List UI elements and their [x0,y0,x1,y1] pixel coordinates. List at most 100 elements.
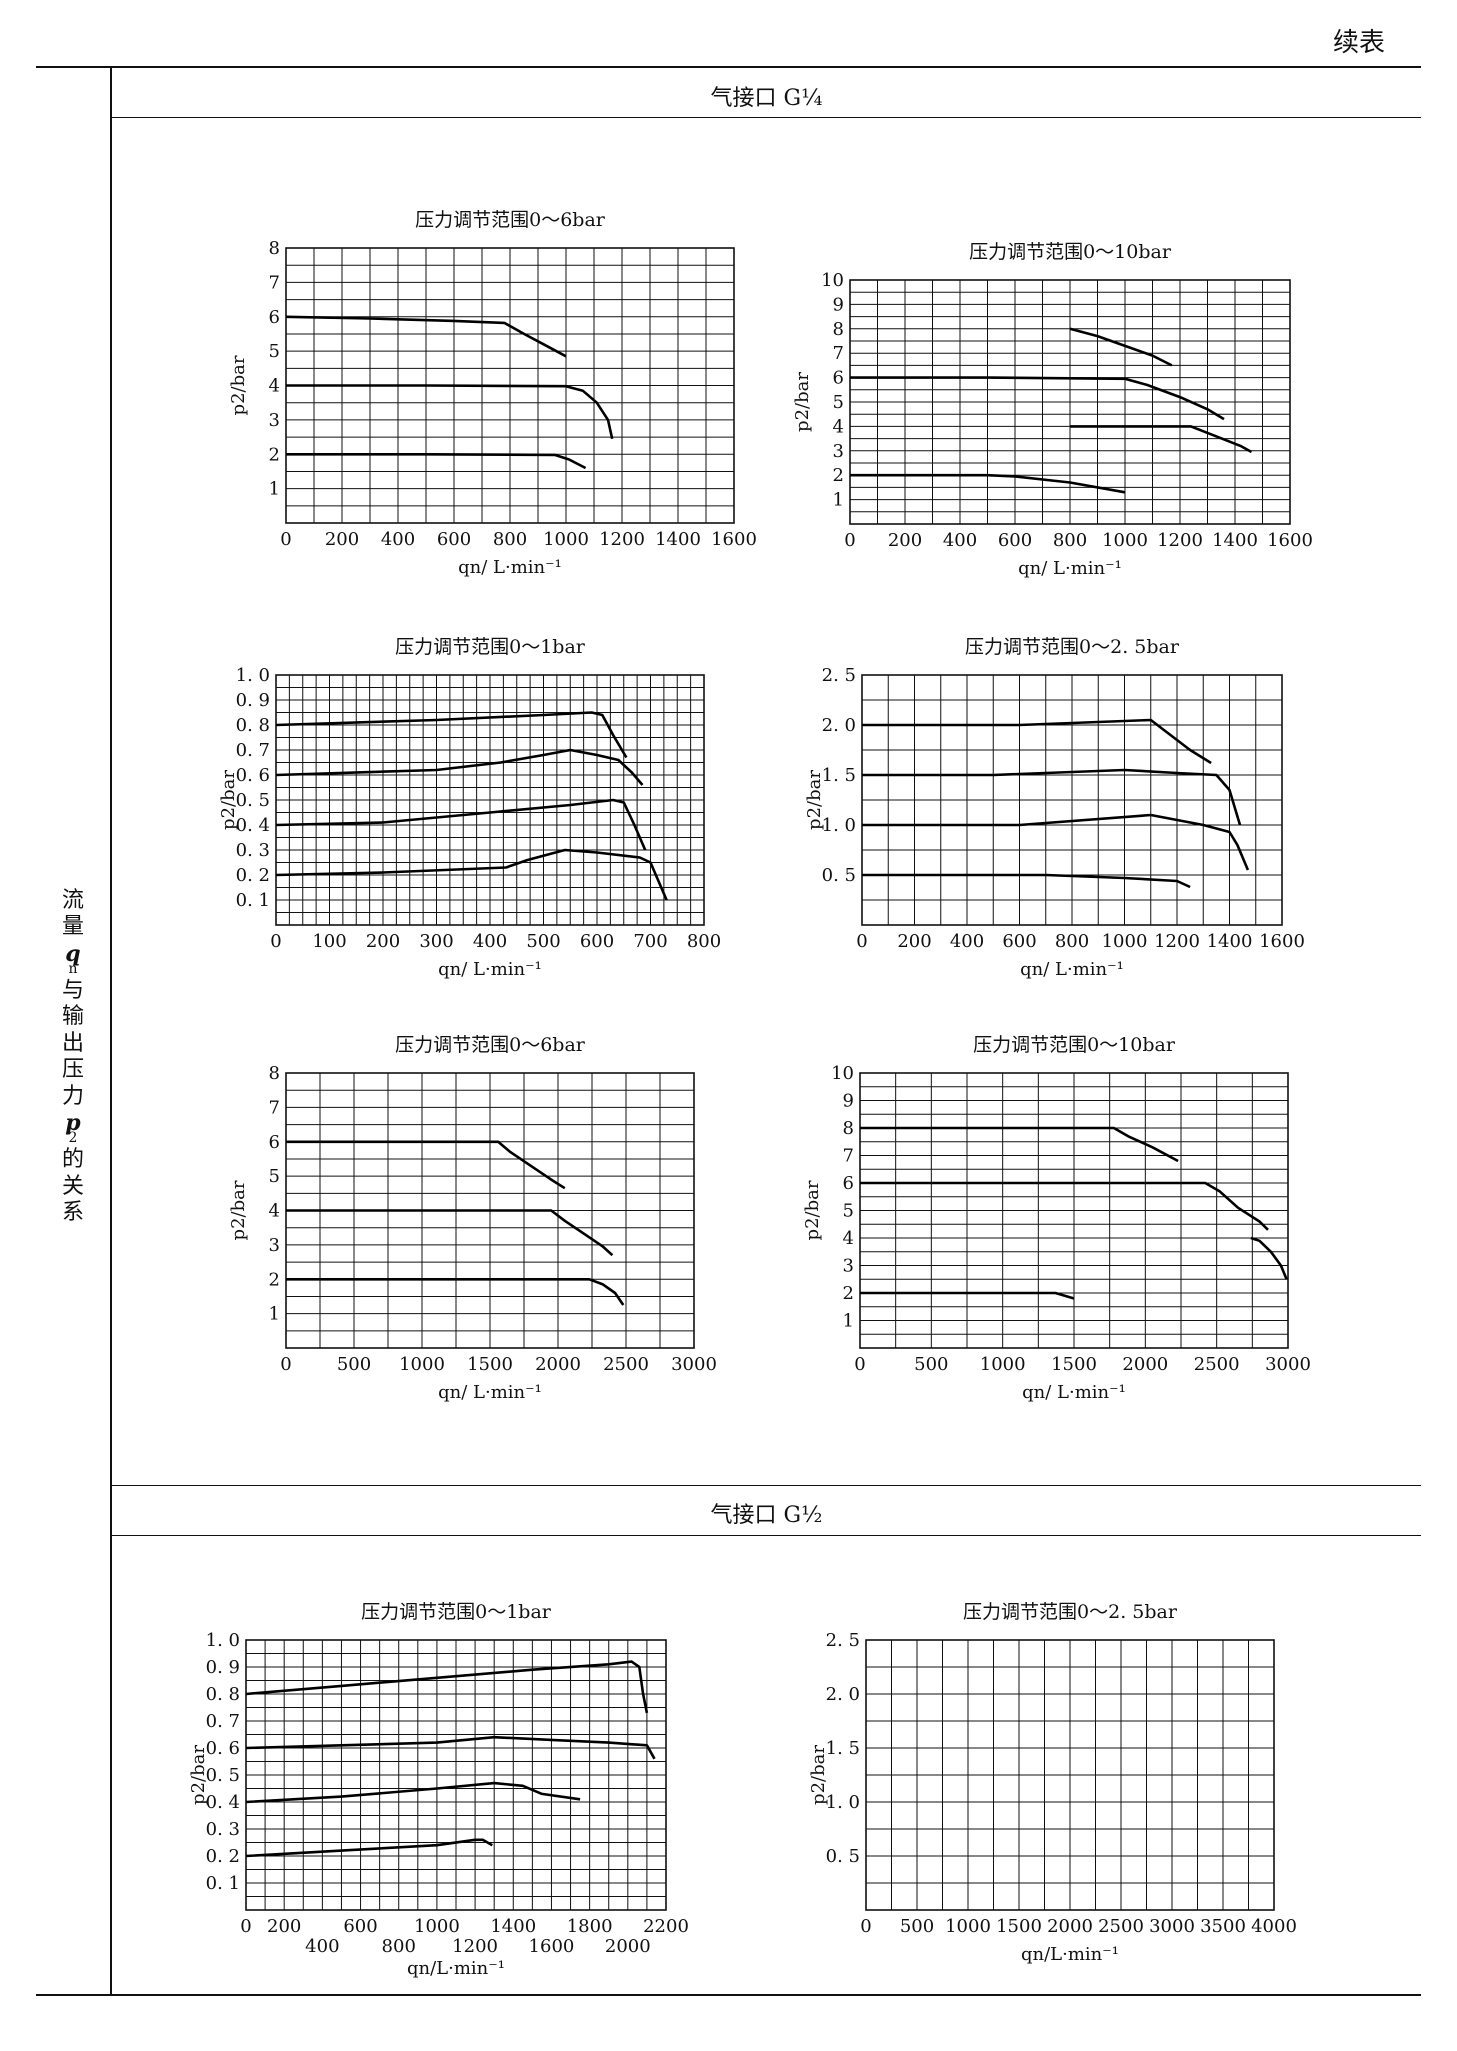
x-tick-label: 0 [240,1916,251,1937]
y-tick-label: 0. 4 [236,815,270,836]
y-tick-label: 0. 3 [236,840,270,861]
chart-title: 压力调节范围0～10bar [969,241,1172,263]
x-tick-label: 1000 [945,1916,991,1937]
chart-g14-0-2-5bar: 压力调节范围0～2. 5bar 0. 5 1. 0 1. 5 2. 0 2. 5 0 200 4… [804,636,1305,980]
x-tick-label: 100 [312,931,346,952]
x-tick-label: 3000 [1265,1354,1311,1375]
x-tick-label: 600 [437,529,471,550]
y-tick-label: 0. 2 [236,865,270,886]
series-line [860,1126,1179,1163]
y-tick-label: 1. 5 [822,765,856,786]
x-tick-label: 600 [580,931,614,952]
y-tick-label: 1. 5 [826,1738,860,1759]
section2-top-rule [110,1485,1421,1486]
section1-title-rule [110,117,1421,118]
x-tick-label: 1200 [1157,530,1203,551]
x-tick-label: 400 [305,1936,339,1957]
x-tick-label: 500 [900,1916,934,1937]
side-label-char: 压 [61,1057,84,1083]
side-label-char: 输 [61,1004,84,1030]
y-tick-label: 1 [269,479,280,500]
y-tick-label: 2. 5 [826,1630,860,1651]
x-axis-label: qn/L·min⁻¹ [407,1958,505,1979]
section-title-g12: 气接口 G½ [710,1503,823,1528]
x-tick-label: 0 [280,1354,291,1375]
side-label-char: 力 [61,1083,84,1109]
y-tick-label: 3 [269,410,280,431]
series-line [245,1838,493,1858]
y-tick-label: 3 [269,1235,280,1256]
series-line [286,453,587,470]
series-line [245,1781,581,1804]
chart-g12-0-2-5bar: 压力调节范围0～2. 5bar 0. 5 1. 0 1. 5 2. 0 2. 5 0 500 1… [808,1601,1297,1965]
y-tick-label: 7 [833,343,844,364]
chart-g14-0-10bar: 压力调节范围0～10bar 1 2 3 4 5 6 7 8 9 10 0 200 400 600 800 100… [792,241,1313,579]
chart-g12-0-1bar: 压力调节范围0～1bar 0. 1 0. 2 0. 3 0. 4 0. 5 0. 6 0. 7… [188,1601,689,1979]
chart-title: 压力调节范围0～6bar [395,1034,586,1056]
plot-frame [859,1072,1289,1349]
x-tick-label: 4000 [1251,1916,1297,1937]
y-tick-label: 0. 5 [826,1846,860,1867]
x-tick-label: 200 [267,1916,301,1937]
series-line [245,1660,649,1714]
x-tick-label: 1400 [1212,530,1258,551]
x-axis-label: qn/ L·min⁻¹ [1022,1382,1126,1403]
series-line [862,718,1212,765]
x-tick-label: 800 [1053,530,1087,551]
series-line [286,1278,625,1306]
x-tick-label: 2500 [1098,1916,1144,1937]
chart-g14-0-10bar-large: 压力调节范围0～10bar 1 2 3 4 5 6 7 8 9 10 0 500 1000 1500 2000… [802,1034,1311,1403]
y-tick-label: 6 [269,1132,280,1153]
y-tick-label: 3 [843,1256,854,1277]
continued-label: 续表 [1332,28,1385,58]
series-line [275,848,668,901]
y-tick-label: 1. 0 [822,815,856,836]
chart-title: 压力调节范围0～2. 5bar [963,1601,1178,1623]
y-tick-label: 6 [843,1173,854,1194]
y-tick-label: 2 [269,444,280,465]
side-label-char: 出 [61,1030,84,1056]
plot-frame [275,674,705,926]
side-label-char: 系 [61,1199,84,1225]
x-tick-label: 600 [1002,931,1036,952]
plot-frame [849,279,1291,525]
y-tick-label: 0. 8 [236,715,270,736]
y-tick-label: 4 [843,1228,854,1249]
x-tick-label: 500 [914,1354,948,1375]
x-axis-label: qn/ L·min⁻¹ [1020,959,1124,980]
x-tick-label: 1200 [452,1936,498,1957]
y-tick-label: 5 [269,1166,280,1187]
x-tick-label: 1800 [567,1916,613,1937]
x-tick-label: 3000 [671,1354,717,1375]
series-line [1069,327,1173,367]
y-tick-label: 7 [269,1097,280,1118]
x-tick-label: 1000 [414,1916,460,1937]
x-tick-label: 1000 [1102,931,1148,952]
x-tick-label: 1600 [711,529,757,550]
y-tick-label: 0. 9 [236,690,270,711]
x-tick-label: 3500 [1200,1916,1246,1937]
x-tick-label: 2000 [1047,1916,1093,1937]
series-line [245,1735,656,1760]
series-line [275,798,647,851]
x-tick-label: 1600 [1259,931,1305,952]
y-axis-label: p2/bar [804,770,825,830]
series-line [862,873,1191,889]
y-tick-label: 9 [843,1091,854,1112]
section-title-g14: 气接口 G¼ [710,86,823,111]
y-tick-label: 0. 7 [206,1711,240,1732]
y-axis-label: p2/bar [802,1180,823,1240]
x-axis-label: qn/ L·min⁻¹ [438,1382,542,1403]
top-rule [36,66,1421,68]
x-tick-label: 1500 [467,1354,513,1375]
y-tick-label: 8 [843,1118,854,1139]
side-label-char: 与 [61,977,84,1003]
y-tick-label: 2 [269,1269,280,1290]
x-tick-label: 800 [687,931,721,952]
series-line [285,315,567,358]
y-tick-label: 0. 3 [206,1819,240,1840]
y-tick-label: 8 [833,319,844,340]
x-tick-label: 1200 [1154,931,1200,952]
y-tick-label: 1 [269,1304,280,1325]
x-tick-label: 400 [473,931,507,952]
